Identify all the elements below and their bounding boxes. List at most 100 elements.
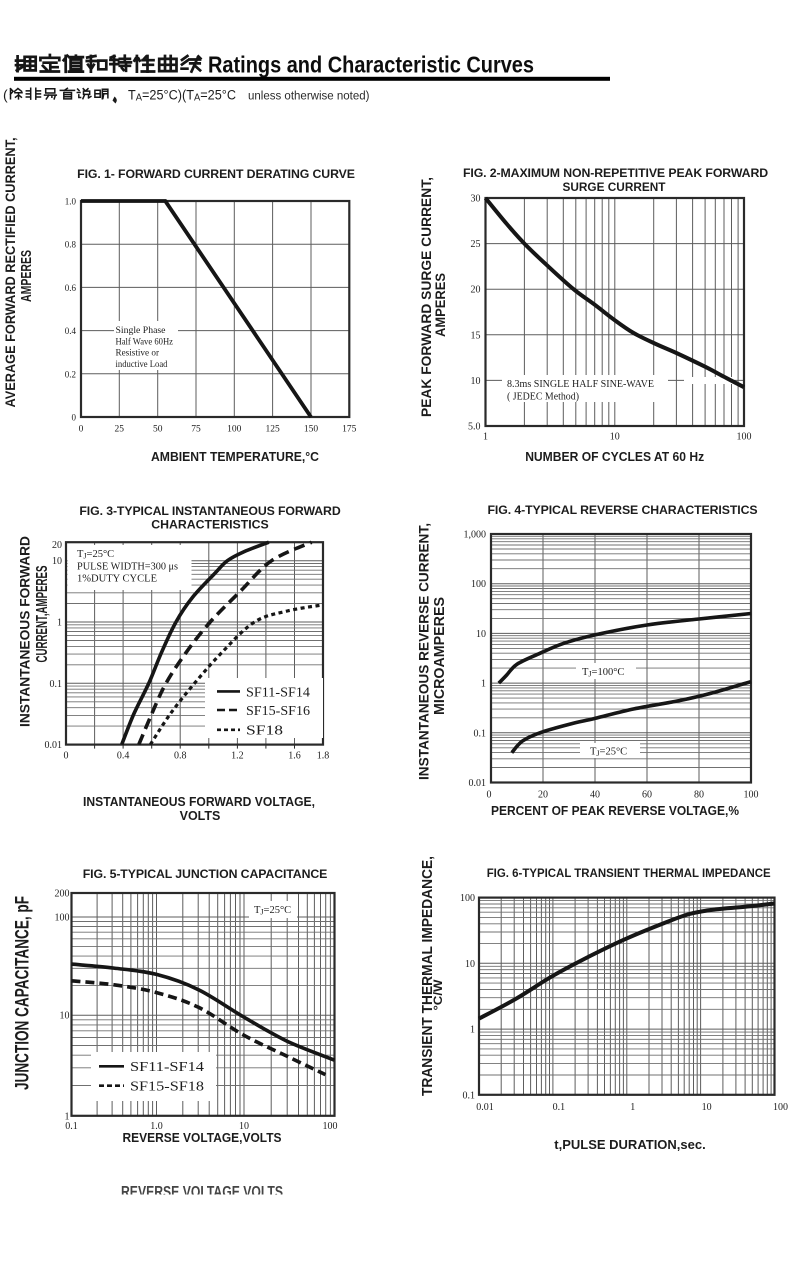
svg-text:8.3ms SINGLE HALF SINE-WAVE: 8.3ms SINGLE HALF SINE-WAVE bbox=[507, 379, 654, 390]
svg-text:TJ=25°C: TJ=25°C bbox=[254, 905, 291, 917]
svg-text:1.0: 1.0 bbox=[65, 197, 77, 207]
svg-text:TJ=25°C: TJ=25°C bbox=[590, 747, 627, 759]
svg-text:Ratings and Characteristic Cur: Ratings and Characteristic Curves bbox=[208, 52, 534, 78]
svg-text:1.2: 1.2 bbox=[231, 751, 244, 762]
svg-text:25: 25 bbox=[471, 239, 481, 250]
svg-text:JUNCTION CAPACITANCE, pF: JUNCTION CAPACITANCE, pF bbox=[13, 896, 34, 1090]
svg-text:0.1: 0.1 bbox=[553, 1102, 566, 1113]
svg-text:°C/W: °C/W bbox=[431, 979, 445, 1011]
svg-text:20: 20 bbox=[471, 285, 481, 296]
svg-text:FIG. 3-TYPICAL INSTANTANEOUS F: FIG. 3-TYPICAL INSTANTANEOUS FORWARD bbox=[79, 504, 340, 518]
svg-text:FIG. 2-MAXIMUM NON-REPETITIVE: FIG. 2-MAXIMUM NON-REPETITIVE PEAK FORWA… bbox=[463, 166, 768, 180]
svg-text:AVERAGE FORWARD RECTIFIED CURR: AVERAGE FORWARD RECTIFIED CURRENT, bbox=[2, 138, 18, 408]
svg-text:5.0: 5.0 bbox=[468, 422, 481, 433]
svg-text:0.1: 0.1 bbox=[65, 1121, 78, 1132]
svg-text:30: 30 bbox=[471, 194, 481, 205]
svg-text:VOLTS: VOLTS bbox=[180, 809, 221, 823]
svg-text:INSTANTANEOUS FORWARD VOLTAGE,: INSTANTANEOUS FORWARD VOLTAGE, bbox=[83, 795, 315, 809]
svg-text:AMPERES: AMPERES bbox=[18, 250, 35, 302]
svg-text:200: 200 bbox=[55, 889, 70, 900]
svg-text:0.01: 0.01 bbox=[45, 740, 63, 751]
svg-text:25: 25 bbox=[115, 425, 125, 435]
svg-text:150: 150 bbox=[304, 425, 319, 435]
svg-text:1: 1 bbox=[65, 1111, 70, 1122]
svg-text:100: 100 bbox=[227, 425, 242, 435]
svg-text:10: 10 bbox=[60, 1011, 70, 1022]
svg-text:Half Wave 60Hz: Half Wave 60Hz bbox=[116, 336, 174, 346]
svg-text:0.2: 0.2 bbox=[65, 369, 76, 379]
svg-text:100: 100 bbox=[471, 579, 486, 590]
svg-text:10: 10 bbox=[52, 556, 62, 567]
svg-text:0: 0 bbox=[72, 413, 77, 423]
svg-text:SF11-SF14: SF11-SF14 bbox=[246, 685, 310, 700]
svg-text:10: 10 bbox=[476, 629, 486, 640]
svg-text:10: 10 bbox=[465, 959, 475, 970]
svg-text:SF15-SF16: SF15-SF16 bbox=[246, 703, 310, 718]
svg-text:MICROAMPERES: MICROAMPERES bbox=[431, 597, 448, 715]
svg-text:TRANSIENT THERMAL IMPEDANCE,: TRANSIENT THERMAL IMPEDANCE, bbox=[419, 856, 436, 1096]
svg-text:1: 1 bbox=[630, 1102, 635, 1113]
svg-text:TA=25°C)(TA=25°C: TA=25°C)(TA=25°C bbox=[128, 88, 236, 104]
svg-text:CURRENT,AMPERES: CURRENT,AMPERES bbox=[34, 565, 51, 662]
svg-text:1%DUTY CYCLE: 1%DUTY CYCLE bbox=[77, 574, 157, 585]
svg-text:100: 100 bbox=[323, 1121, 338, 1132]
svg-text:inductive Load: inductive Load bbox=[116, 359, 168, 369]
svg-text:REVERSE VOLTAGE,VOLTS: REVERSE VOLTAGE,VOLTS bbox=[123, 1130, 282, 1145]
svg-text:INSTANTANEOUS FORWARD: INSTANTANEOUS FORWARD bbox=[17, 536, 33, 727]
svg-text:100: 100 bbox=[737, 432, 752, 443]
svg-text:10: 10 bbox=[239, 1121, 249, 1132]
svg-text:SF15-SF18: SF15-SF18 bbox=[130, 1078, 204, 1093]
svg-text:NUMBER OF CYCLES AT 60 Hz: NUMBER OF CYCLES AT 60 Hz bbox=[525, 449, 704, 464]
svg-text:75: 75 bbox=[191, 425, 201, 435]
svg-text:100: 100 bbox=[55, 913, 70, 924]
svg-text:Resistive or: Resistive or bbox=[116, 348, 160, 358]
svg-text:125: 125 bbox=[265, 425, 280, 435]
svg-text:TJ=100°C: TJ=100°C bbox=[582, 667, 624, 679]
svg-text:0.01: 0.01 bbox=[476, 1102, 494, 1113]
svg-text:AMBIENT TEMPERATURE,°C: AMBIENT TEMPERATURE,°C bbox=[151, 449, 320, 464]
svg-text:1: 1 bbox=[481, 679, 486, 690]
svg-text:1: 1 bbox=[57, 618, 62, 629]
svg-text:0.8: 0.8 bbox=[174, 751, 187, 762]
svg-text:15: 15 bbox=[471, 330, 481, 341]
svg-text:1.8: 1.8 bbox=[317, 751, 330, 762]
svg-text:1: 1 bbox=[470, 1025, 475, 1036]
svg-text:t,PULSE DURATION,sec.: t,PULSE DURATION,sec. bbox=[554, 1137, 705, 1152]
svg-text:1,000: 1,000 bbox=[464, 530, 487, 541]
svg-text:100: 100 bbox=[773, 1102, 788, 1113]
svg-text:80: 80 bbox=[694, 790, 704, 801]
svg-text:SF18: SF18 bbox=[246, 723, 283, 738]
svg-text:REVERSE VOLTAGE,VOLTS: REVERSE VOLTAGE,VOLTS bbox=[121, 1184, 283, 1201]
svg-text:PULSE WIDTH=300 μs: PULSE WIDTH=300 μs bbox=[77, 562, 178, 573]
svg-text:10: 10 bbox=[610, 432, 620, 443]
svg-text:CHARACTERISTICS: CHARACTERISTICS bbox=[151, 518, 269, 532]
svg-text:0: 0 bbox=[64, 751, 69, 762]
svg-text:PEAK FORWARD SURGE CURRENT,: PEAK FORWARD SURGE CURRENT, bbox=[419, 177, 434, 417]
svg-text:50: 50 bbox=[153, 425, 163, 435]
svg-text:1.6: 1.6 bbox=[288, 751, 301, 762]
svg-text:FIG. 5-TYPICAL JUNCTION CAPACI: FIG. 5-TYPICAL JUNCTION CAPACITANCE bbox=[83, 867, 328, 881]
svg-text:0: 0 bbox=[487, 790, 492, 801]
svg-text:0.4: 0.4 bbox=[65, 326, 77, 336]
svg-text:PERCENT OF PEAK REVERSE VOLTAG: PERCENT OF PEAK REVERSE VOLTAGE,% bbox=[491, 803, 739, 818]
svg-text:20: 20 bbox=[52, 540, 62, 551]
svg-text:FIG. 4-TYPICAL REVERSE CHARACT: FIG. 4-TYPICAL REVERSE CHARACTERISTICS bbox=[488, 503, 758, 517]
svg-text:40: 40 bbox=[590, 790, 600, 801]
svg-text:10: 10 bbox=[702, 1102, 712, 1113]
svg-text:unless otherwise noted): unless otherwise noted) bbox=[248, 91, 370, 103]
svg-text:100: 100 bbox=[460, 893, 475, 904]
svg-text:AMPERES: AMPERES bbox=[433, 273, 448, 337]
svg-text:0: 0 bbox=[79, 425, 84, 435]
svg-text:20: 20 bbox=[538, 790, 548, 801]
svg-text:FIG. 6-TYPICAL TRANSIENT THERM: FIG. 6-TYPICAL TRANSIENT THERMAL IMPEDAN… bbox=[487, 866, 771, 880]
svg-text:0.6: 0.6 bbox=[65, 283, 77, 293]
svg-text:1.0: 1.0 bbox=[150, 1121, 163, 1132]
svg-text:0.8: 0.8 bbox=[65, 240, 77, 250]
svg-text:0.4: 0.4 bbox=[117, 751, 130, 762]
svg-text:1: 1 bbox=[483, 432, 488, 443]
svg-text:175: 175 bbox=[342, 425, 357, 435]
svg-text:0.1: 0.1 bbox=[50, 679, 63, 690]
svg-text:0.01: 0.01 bbox=[469, 778, 487, 789]
svg-text:100: 100 bbox=[744, 790, 759, 801]
svg-text:SURGE CURRENT: SURGE CURRENT bbox=[563, 180, 666, 194]
